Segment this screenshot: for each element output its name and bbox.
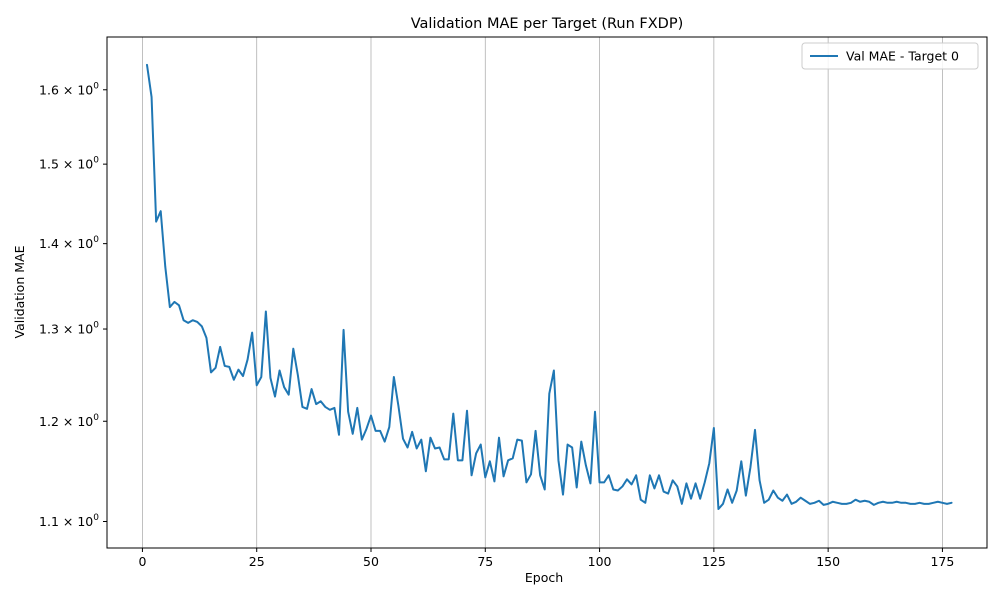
y-axis-ticks: 1.1 × 100 1.2 × 100 1.3 × 100 1.4 × 100 1.5 … xyxy=(39,81,107,529)
legend-box xyxy=(801,42,979,70)
x-tick-label: 100 xyxy=(588,554,612,569)
series-line-0 xyxy=(146,63,953,511)
x-tick-label: 150 xyxy=(816,554,840,569)
legend-label: Val MAE - Target 0 xyxy=(846,49,959,64)
y-tick-label: 1.3 × 100 xyxy=(39,321,99,337)
x-tick-label: 175 xyxy=(930,554,954,569)
x-gridlines xyxy=(142,37,943,548)
legend: Val MAE - Target 0 xyxy=(801,42,979,70)
x-axis-ticks: 0 25 50 75 100 125 150 175 xyxy=(138,548,954,569)
series-layer xyxy=(146,63,953,511)
x-tick-label: 50 xyxy=(363,554,379,569)
chart-title: Validation MAE per Target (Run FXDP) xyxy=(411,16,683,32)
x-tick-label: 0 xyxy=(138,554,146,569)
x-tick-label: 75 xyxy=(477,554,493,569)
y-tick-label: 1.2 × 100 xyxy=(39,413,99,429)
y-tick-label: 1.1 × 100 xyxy=(39,513,99,529)
y-axis-label: Validation MAE xyxy=(12,245,27,338)
y-tick-label: 1.5 × 100 xyxy=(39,156,99,172)
x-axis-label: Epoch xyxy=(525,570,563,585)
x-tick-label: 25 xyxy=(249,554,265,569)
plot-frame xyxy=(106,36,988,549)
y-tick-label: 1.6 × 100 xyxy=(39,81,99,97)
x-tick-label: 125 xyxy=(702,554,726,569)
y-tick-label: 1.4 × 100 xyxy=(39,235,99,251)
